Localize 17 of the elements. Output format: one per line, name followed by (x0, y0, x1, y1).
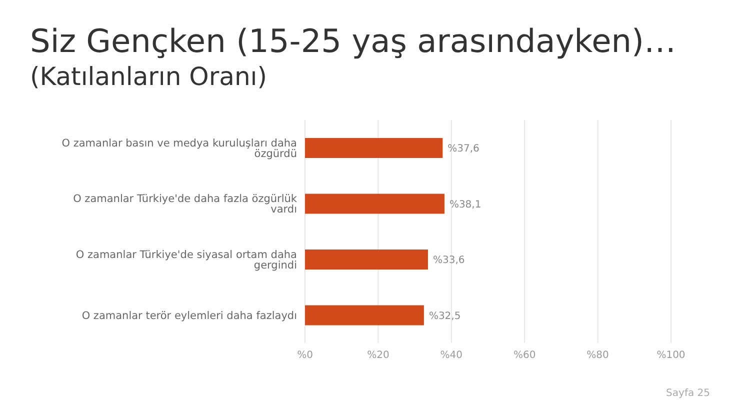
text: Sayfa 25 (666, 388, 710, 399)
y-tick-label: O zamanlar Türkiye'de siyasal ortam daha gergindi (76, 248, 297, 272)
data-label: %33,6 (432, 255, 465, 266)
x-tick-label: %100 (656, 350, 686, 362)
data-label: %32,5 (428, 310, 461, 322)
y-tick-label: O zamanlar Türkiye'de daha fazla özgürlük vardı (73, 193, 298, 216)
y-tick-label: O zamanlar basın ve medya kuruluşları daha özgürdü (62, 137, 297, 160)
x-tick-label: %80 (586, 350, 609, 362)
x-tick-label: %40 (440, 350, 463, 362)
y-tick-label: O zamanlar terör eylemleri daha fazlaydı (82, 310, 297, 322)
x-tick-label: %20 (367, 350, 390, 362)
data-label: %38,1 (449, 199, 482, 210)
chart-title: Siz Gençken (15-25 yaş arasındayken)… (30, 22, 676, 60)
chart-subtitle: (Katılanların Oranı) (30, 62, 267, 91)
x-tick-label: %60 (513, 350, 536, 362)
data-label: %37,6 (448, 144, 480, 155)
x-tick-label: %0 (297, 350, 313, 362)
